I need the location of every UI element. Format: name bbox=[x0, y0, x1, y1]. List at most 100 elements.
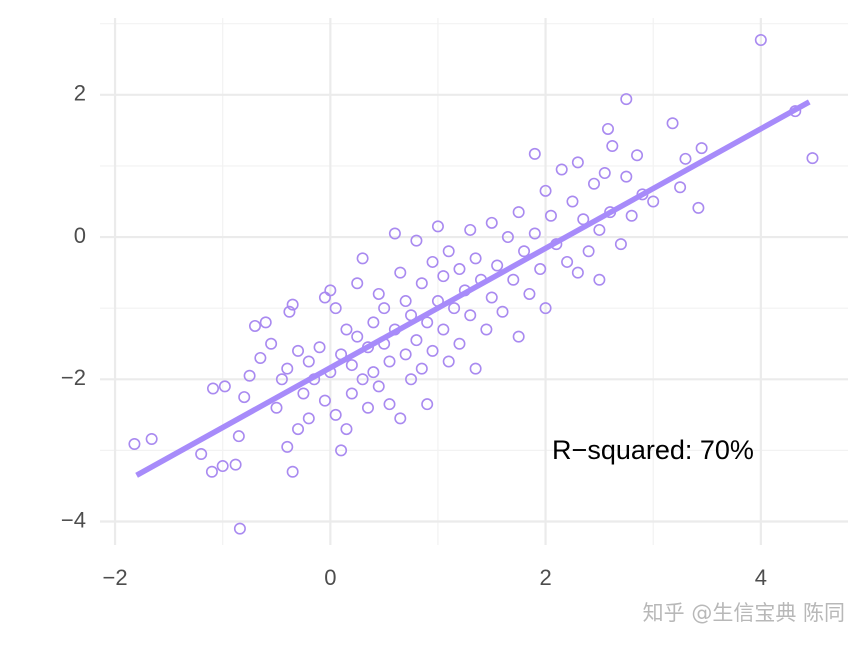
point bbox=[318, 394, 331, 407]
point bbox=[437, 323, 450, 336]
y-tick-label: −2 bbox=[61, 365, 86, 390]
point bbox=[232, 430, 245, 443]
point bbox=[399, 295, 412, 308]
point bbox=[512, 330, 525, 343]
point bbox=[410, 334, 423, 347]
point bbox=[571, 266, 584, 279]
point bbox=[145, 433, 158, 446]
point bbox=[270, 401, 283, 414]
point bbox=[437, 270, 450, 283]
point bbox=[625, 209, 638, 222]
point bbox=[692, 201, 705, 214]
point bbox=[345, 387, 358, 400]
point bbox=[561, 255, 574, 268]
point bbox=[528, 147, 541, 160]
point bbox=[534, 263, 547, 276]
point bbox=[598, 167, 611, 180]
point bbox=[496, 305, 509, 318]
point bbox=[453, 263, 466, 276]
point bbox=[286, 465, 299, 478]
point bbox=[588, 177, 601, 190]
point bbox=[405, 373, 418, 386]
point bbox=[394, 266, 407, 279]
point bbox=[195, 447, 208, 460]
point bbox=[614, 238, 627, 251]
point bbox=[544, 209, 557, 222]
point bbox=[442, 245, 455, 258]
point bbox=[453, 337, 466, 350]
point bbox=[571, 156, 584, 169]
point bbox=[233, 522, 246, 535]
y-tick-label: 2 bbox=[74, 81, 86, 106]
point bbox=[512, 206, 525, 219]
point bbox=[485, 216, 498, 229]
point bbox=[283, 305, 296, 318]
point bbox=[297, 387, 310, 400]
point bbox=[259, 316, 272, 329]
point bbox=[448, 302, 461, 315]
point bbox=[464, 309, 477, 322]
watermark: 知乎 @生信宝典 陈同 bbox=[643, 601, 845, 625]
point bbox=[205, 465, 218, 478]
point bbox=[491, 259, 504, 272]
point bbox=[275, 373, 288, 386]
point bbox=[335, 444, 348, 457]
point bbox=[464, 223, 477, 236]
x-tick-label: 4 bbox=[755, 565, 767, 590]
point bbox=[539, 184, 552, 197]
point bbox=[281, 362, 294, 375]
point bbox=[254, 351, 267, 364]
point bbox=[356, 373, 369, 386]
point bbox=[361, 401, 374, 414]
point bbox=[248, 319, 261, 332]
point bbox=[329, 408, 342, 421]
point bbox=[647, 195, 660, 208]
point bbox=[593, 273, 606, 286]
point bbox=[292, 344, 305, 357]
point bbox=[566, 195, 579, 208]
point bbox=[388, 227, 401, 240]
point bbox=[340, 423, 353, 436]
point bbox=[292, 423, 305, 436]
point bbox=[383, 355, 396, 368]
point bbox=[238, 391, 251, 404]
point bbox=[216, 460, 229, 473]
point bbox=[620, 170, 633, 183]
point bbox=[128, 438, 141, 451]
point bbox=[383, 398, 396, 411]
point bbox=[485, 291, 498, 304]
point bbox=[218, 380, 231, 393]
point bbox=[324, 284, 337, 297]
point bbox=[399, 348, 412, 361]
point bbox=[620, 93, 633, 106]
point bbox=[329, 302, 342, 315]
point bbox=[302, 355, 315, 368]
point bbox=[469, 252, 482, 265]
x-tick-label: −2 bbox=[103, 565, 128, 590]
point bbox=[666, 117, 679, 130]
y-tick-label: 0 bbox=[74, 223, 86, 248]
point bbox=[286, 298, 299, 311]
point bbox=[313, 341, 326, 354]
x-tick-label: 2 bbox=[539, 565, 551, 590]
point bbox=[394, 412, 407, 425]
point bbox=[679, 152, 692, 165]
point bbox=[372, 287, 385, 300]
x-tick-label: 0 bbox=[324, 565, 336, 590]
fit-line bbox=[135, 99, 811, 478]
point bbox=[426, 255, 439, 268]
point bbox=[469, 362, 482, 375]
point bbox=[518, 245, 531, 258]
point bbox=[356, 252, 369, 265]
point bbox=[507, 273, 520, 286]
point bbox=[695, 142, 708, 155]
point bbox=[606, 140, 619, 153]
point bbox=[229, 458, 242, 471]
point bbox=[378, 302, 391, 315]
point bbox=[523, 287, 536, 300]
point bbox=[207, 382, 220, 395]
point bbox=[593, 223, 606, 236]
point bbox=[674, 181, 687, 194]
point bbox=[442, 355, 455, 368]
